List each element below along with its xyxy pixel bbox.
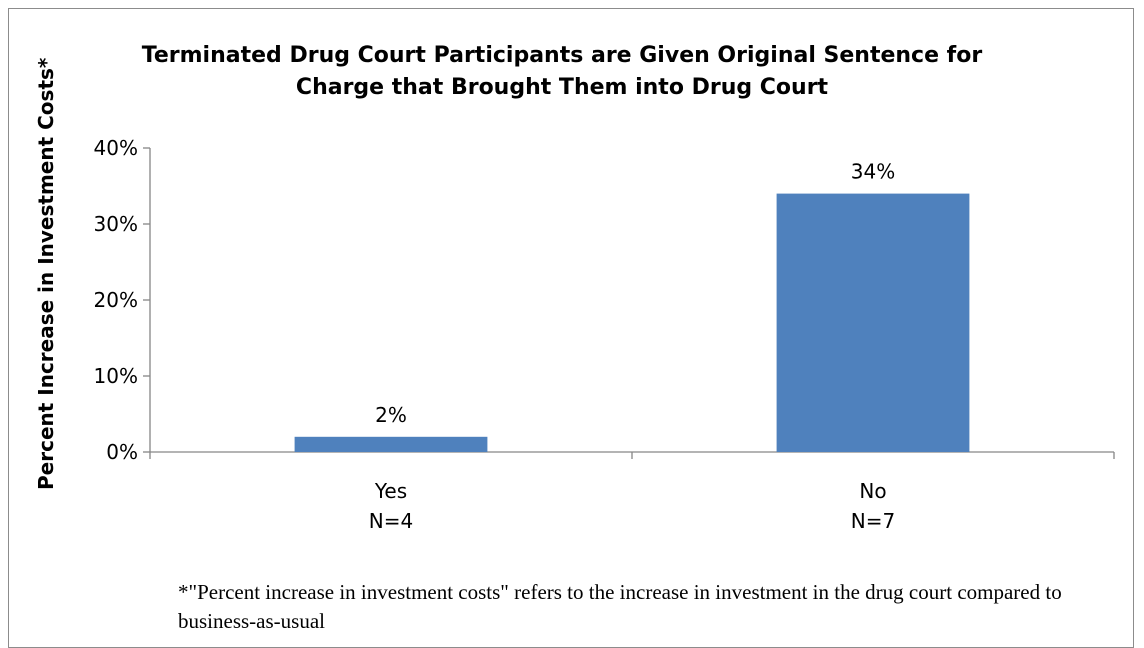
chart-title: Terminated Drug Court Participants are G…	[141, 43, 983, 100]
bar	[294, 436, 488, 452]
x-tick-sublabel: N=7	[851, 509, 895, 533]
data-label: 2%	[375, 403, 407, 427]
y-tick-label: 40%	[94, 136, 138, 160]
y-tick-label: 0%	[106, 440, 138, 464]
y-tick-label: 20%	[94, 288, 138, 312]
bar	[776, 193, 970, 452]
y-tick-label: 30%	[94, 212, 138, 236]
x-tick-label: No	[859, 479, 886, 503]
y-tick-label: 10%	[94, 364, 138, 388]
footnote: *"Percent increase in investment costs" …	[178, 580, 1062, 633]
bar-chart-plot: 0% 10% 20% 30% 40% 2% Yes N=4 34% No N=7	[94, 136, 1115, 533]
data-label: 34%	[851, 160, 895, 184]
x-tick-sublabel: N=4	[369, 509, 413, 533]
x-tick-label: Yes	[374, 479, 407, 503]
